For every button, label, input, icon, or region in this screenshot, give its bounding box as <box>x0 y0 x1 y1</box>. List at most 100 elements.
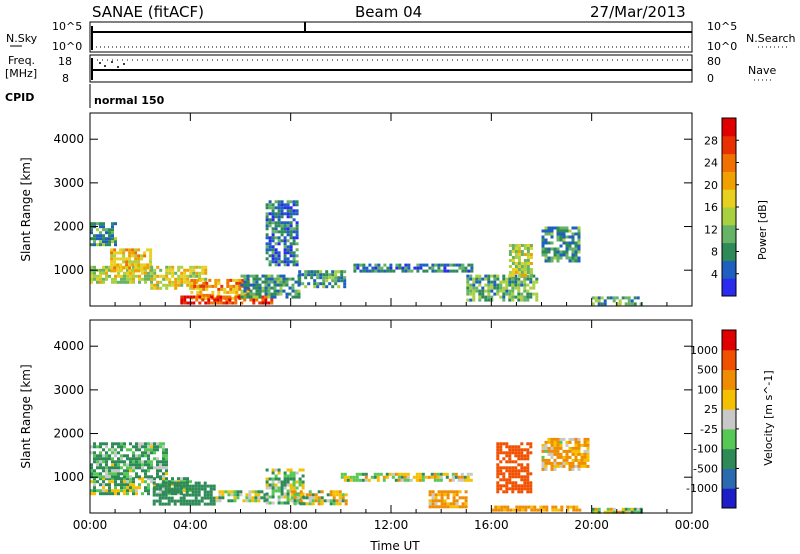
echo-cell <box>415 475 419 479</box>
echo-cell <box>594 296 598 300</box>
echo-cell <box>301 474 305 478</box>
echo-cell <box>171 265 175 269</box>
echo-cell <box>164 490 168 494</box>
echo-cell <box>328 282 332 286</box>
echo-cell <box>126 489 129 493</box>
echo-cell <box>188 484 192 488</box>
echo-cell <box>111 460 114 464</box>
echo-cell <box>368 263 372 267</box>
echo-cell <box>559 464 563 468</box>
echo-cell <box>277 468 281 472</box>
echo-cell <box>193 278 197 282</box>
echo-cell <box>292 477 296 481</box>
echo-cell <box>265 221 269 225</box>
echo-cell <box>470 266 474 270</box>
echo-cell <box>283 501 287 505</box>
echo-cell <box>197 481 201 485</box>
echo-cell <box>283 480 287 484</box>
echo-cell <box>553 247 557 251</box>
echo-cell <box>491 508 495 512</box>
echo-cell <box>490 274 494 278</box>
echo-cell <box>271 468 275 472</box>
echo-cell <box>277 215 281 219</box>
echo-cell <box>466 286 470 290</box>
echo-cell <box>356 266 360 270</box>
echo-cell <box>517 445 521 449</box>
echo-cell <box>577 437 581 441</box>
echo-cell <box>280 233 284 237</box>
echo-cell <box>502 298 506 302</box>
echo-cell <box>202 287 206 291</box>
echo-cell <box>466 289 470 293</box>
echo-cell <box>137 260 141 264</box>
echo-cell <box>612 510 616 514</box>
echo-cell <box>514 469 518 473</box>
echo-cell <box>529 277 533 281</box>
echo-cell <box>248 490 252 494</box>
echo-cell <box>520 466 524 470</box>
echo-cell <box>126 492 129 496</box>
echo-cell <box>246 292 250 296</box>
echo-cell <box>466 472 470 476</box>
echo-cell <box>111 222 114 226</box>
echo-cell <box>308 496 312 500</box>
echo-cell <box>624 302 628 306</box>
echo-cell <box>108 492 111 496</box>
echo-cell <box>475 280 479 284</box>
echo-cell <box>99 463 102 467</box>
echo-cell <box>111 475 114 479</box>
echo-cell <box>153 277 157 281</box>
echo-cell <box>586 458 590 462</box>
echo-cell <box>446 505 450 509</box>
echo-cell <box>292 486 296 490</box>
echo-cell <box>144 489 147 493</box>
echo-cell <box>270 286 274 290</box>
echo-cell <box>132 265 135 269</box>
echo-cell <box>437 269 441 273</box>
echo-cell <box>99 472 102 476</box>
echo-cell <box>183 301 187 305</box>
echo-cell <box>636 507 640 511</box>
echo-cell <box>180 477 183 481</box>
echo-cell <box>624 296 628 300</box>
nsky-tick-top: 10^5 <box>52 20 82 33</box>
echo-cell <box>156 286 160 290</box>
echo-cell <box>217 290 221 294</box>
echo-cell <box>332 499 336 503</box>
echo-cell <box>161 481 165 485</box>
echo-cell <box>99 234 102 238</box>
echo-cell <box>279 286 283 290</box>
echo-cell <box>523 295 527 299</box>
echo-cell <box>255 292 259 296</box>
echo-cell <box>93 240 96 244</box>
echo-cell <box>203 481 207 485</box>
echo-cell <box>156 463 159 467</box>
echo-cell <box>455 490 459 494</box>
echo-cell <box>562 437 566 441</box>
echo-cell <box>143 266 147 270</box>
echo-cell <box>505 451 509 455</box>
echo-cell <box>255 283 259 287</box>
echo-cell <box>99 454 102 458</box>
echo-cell <box>517 472 521 476</box>
echo-cell <box>211 284 215 288</box>
echo-cell <box>550 259 554 263</box>
echo-cell <box>249 298 253 302</box>
echo-cell <box>416 269 420 273</box>
echo-cell <box>316 285 320 289</box>
echo-cell <box>210 301 214 305</box>
echo-cell <box>299 502 303 506</box>
echo-cell <box>265 486 269 490</box>
echo-cell <box>132 486 135 490</box>
echo-cell <box>499 442 503 446</box>
echo-cell <box>508 244 512 247</box>
echo-cell <box>627 507 631 511</box>
echo-cell <box>93 274 96 278</box>
beam-title: Beam 04 <box>355 3 422 21</box>
echo-cell <box>117 460 120 464</box>
echo-cell <box>331 273 335 277</box>
echo-cell <box>230 499 234 503</box>
echo-cell <box>119 251 123 255</box>
echo-cell <box>243 286 247 290</box>
echo-cell <box>99 222 102 226</box>
